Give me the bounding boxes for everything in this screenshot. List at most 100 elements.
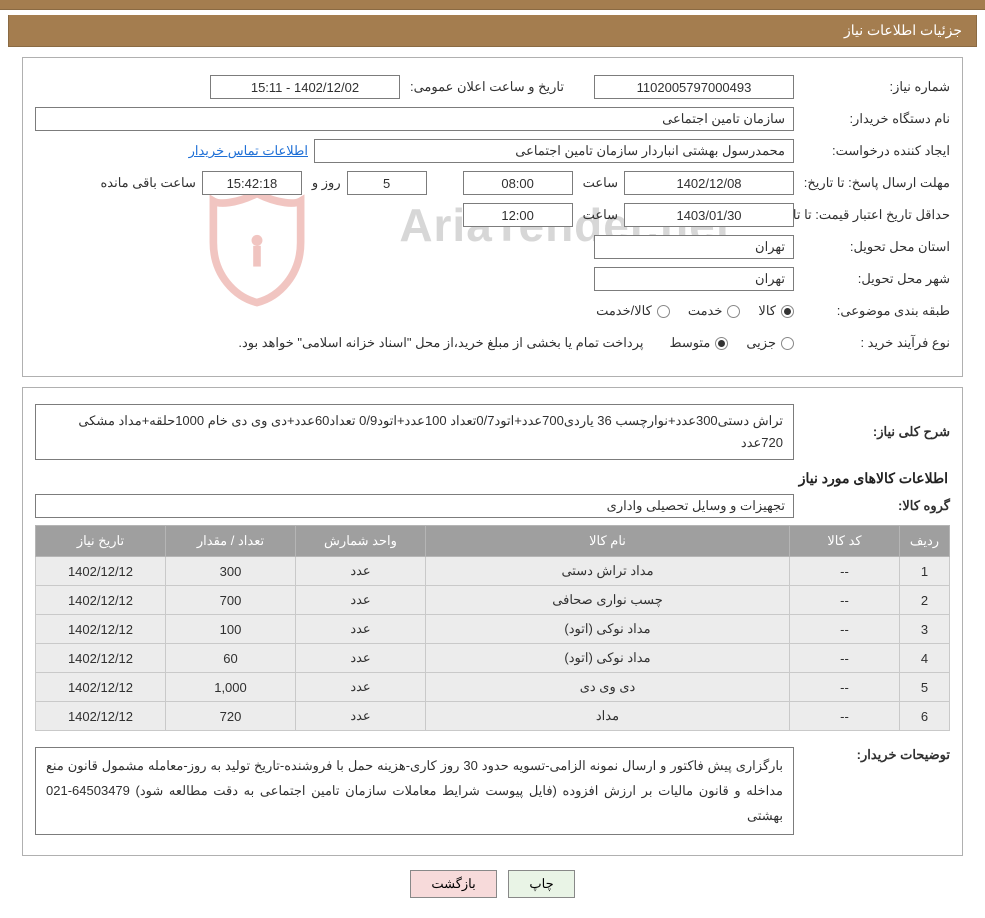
table-cell: 720	[166, 702, 296, 731]
table-row: 3--مداد نوکی (اتود)عدد1001402/12/12	[36, 615, 950, 644]
table-row: 1--مداد تراش دستیعدد3001402/12/12	[36, 557, 950, 586]
buyer-contact-link[interactable]: اطلاعات تماس خریدار	[189, 143, 308, 159]
table-cell: 1402/12/12	[36, 644, 166, 673]
table-cell: --	[790, 586, 900, 615]
buyer-note-label: توضیحات خریدار:	[800, 741, 950, 763]
table-cell: --	[790, 615, 900, 644]
category-service-label: خدمت	[688, 303, 723, 319]
table-cell: عدد	[296, 673, 426, 702]
table-cell: عدد	[296, 557, 426, 586]
needs-panel: شرح کلی نیاز: تراش دستی300عدد+نوارچسب 36…	[22, 387, 963, 856]
table-cell: 100	[166, 615, 296, 644]
table-cell: --	[790, 702, 900, 731]
time-word-2: ساعت	[579, 207, 618, 223]
table-cell: عدد	[296, 644, 426, 673]
table-cell: 2	[900, 586, 950, 615]
countdown: 15:42:18	[202, 171, 302, 195]
table-header: ردیف	[900, 526, 950, 557]
table-cell: چسب نواری صحافی	[426, 586, 790, 615]
creator-value: محمدرسول بهشتی انباردار سازمان تامین اجت…	[314, 139, 794, 163]
purchase-medium[interactable]: متوسط	[669, 335, 728, 351]
table-cell: 4	[900, 644, 950, 673]
min-validity-date: 1403/01/30	[624, 203, 794, 227]
table-cell: --	[790, 644, 900, 673]
table-cell: مداد تراش دستی	[426, 557, 790, 586]
time-word-1: ساعت	[579, 175, 618, 191]
table-cell: --	[790, 673, 900, 702]
table-cell: 300	[166, 557, 296, 586]
button-row: چاپ بازگشت	[0, 870, 985, 898]
org-value: سازمان تامین اجتماعی	[35, 107, 794, 131]
province-label: استان محل تحویل:	[800, 239, 950, 255]
purchase-minor[interactable]: جزیی	[746, 335, 794, 351]
deadline-label: مهلت ارسال پاسخ: تا تاریخ:	[800, 175, 950, 191]
deadline-date: 1402/12/08	[624, 171, 794, 195]
city-value: تهران	[594, 267, 794, 291]
creator-label: ایجاد کننده درخواست:	[800, 143, 950, 159]
details-panel: AriaTender.net شماره نیاز: 1102005797000…	[22, 57, 963, 377]
page-title: جزئیات اطلاعات نیاز	[8, 15, 977, 47]
announce-label: تاریخ و ساعت اعلان عمومی:	[406, 79, 564, 95]
table-cell: 1402/12/12	[36, 615, 166, 644]
org-label: نام دستگاه خریدار:	[800, 111, 950, 127]
table-cell: مداد	[426, 702, 790, 731]
back-button[interactable]: بازگشت	[410, 870, 496, 898]
category-goods[interactable]: کالا	[758, 303, 794, 319]
table-cell: عدد	[296, 702, 426, 731]
table-cell: 5	[900, 673, 950, 702]
table-row: 4--مداد نوکی (اتود)عدد601402/12/12	[36, 644, 950, 673]
table-cell: 1	[900, 557, 950, 586]
purchase-medium-label: متوسط	[669, 335, 710, 351]
purchase-type-radiogroup: جزیی متوسط	[669, 335, 794, 351]
purchase-note: پرداخت تمام یا بخشی از مبلغ خرید،از محل …	[234, 335, 643, 351]
table-header: تاریخ نیاز	[36, 526, 166, 557]
table-cell: 3	[900, 615, 950, 644]
items-table: ردیفکد کالانام کالاواحد شمارشتعداد / مقد…	[35, 525, 950, 731]
table-cell: 1402/12/12	[36, 586, 166, 615]
table-header: تعداد / مقدار	[166, 526, 296, 557]
days-and-word: روز و	[308, 175, 341, 191]
table-cell: 6	[900, 702, 950, 731]
announce-value: 1402/12/02 - 15:11	[210, 75, 400, 99]
days-remaining: 5	[347, 171, 427, 195]
table-row: 6--مدادعدد7201402/12/12	[36, 702, 950, 731]
table-cell: مداد نوکی (اتود)	[426, 615, 790, 644]
province-value: تهران	[594, 235, 794, 259]
min-validity-time: 12:00	[463, 203, 573, 227]
table-header: نام کالا	[426, 526, 790, 557]
print-button[interactable]: چاپ	[508, 870, 574, 898]
category-goods-label: کالا	[758, 303, 776, 319]
overview-label: شرح کلی نیاز:	[800, 424, 950, 440]
table-row: 5--دی وی دیعدد1,0001402/12/12	[36, 673, 950, 702]
category-both-label: کالا/خدمت	[596, 303, 652, 319]
table-cell: دی وی دی	[426, 673, 790, 702]
overview-value: تراش دستی300عدد+نوارچسب 36 یاردی700عدد+ا…	[35, 404, 794, 460]
group-label: گروه کالا:	[800, 498, 950, 514]
purchase-type-label: نوع فرآیند خرید :	[800, 335, 950, 351]
group-value: تجهیزات و وسایل تحصیلی واداری	[35, 494, 794, 518]
table-row: 2--چسب نواری صحافیعدد7001402/12/12	[36, 586, 950, 615]
table-cell: عدد	[296, 586, 426, 615]
category-label: طبقه بندی موضوعی:	[800, 303, 950, 319]
need-no-label: شماره نیاز:	[800, 79, 950, 95]
table-cell: 1,000	[166, 673, 296, 702]
purchase-minor-label: جزیی	[746, 335, 776, 351]
table-header: واحد شمارش	[296, 526, 426, 557]
table-cell: 1402/12/12	[36, 702, 166, 731]
need-no-value: 1102005797000493	[594, 75, 794, 99]
min-validity-label: حداقل تاریخ اعتبار قیمت: تا تاریخ:	[800, 207, 950, 223]
category-both[interactable]: کالا/خدمت	[596, 303, 670, 319]
buyer-note-text: بارگزاری پیش فاکتور و ارسال نمونه الزامی…	[35, 747, 794, 835]
category-radiogroup: کالا خدمت کالا/خدمت	[596, 303, 794, 319]
category-service[interactable]: خدمت	[688, 303, 741, 319]
items-section-title: اطلاعات کالاهای مورد نیاز	[37, 470, 948, 487]
remaining-word: ساعت باقی مانده	[96, 175, 195, 191]
table-cell: --	[790, 557, 900, 586]
table-cell: 1402/12/12	[36, 557, 166, 586]
table-cell: عدد	[296, 615, 426, 644]
table-cell: مداد نوکی (اتود)	[426, 644, 790, 673]
table-cell: 60	[166, 644, 296, 673]
table-cell: 700	[166, 586, 296, 615]
deadline-time: 08:00	[463, 171, 573, 195]
table-header: کد کالا	[790, 526, 900, 557]
